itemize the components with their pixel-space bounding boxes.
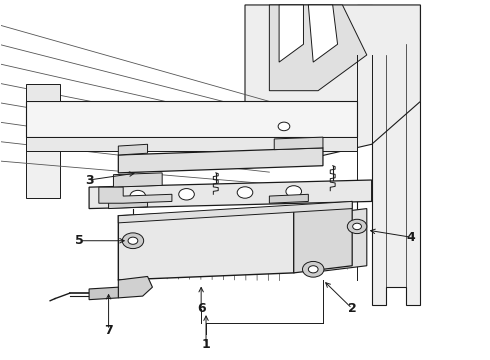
Circle shape xyxy=(179,189,195,200)
Circle shape xyxy=(286,186,301,197)
Polygon shape xyxy=(308,5,338,62)
Polygon shape xyxy=(196,5,420,162)
Polygon shape xyxy=(308,208,367,273)
Polygon shape xyxy=(26,102,60,198)
Polygon shape xyxy=(274,137,323,150)
Circle shape xyxy=(237,187,253,198)
Polygon shape xyxy=(294,202,352,273)
Circle shape xyxy=(122,233,144,249)
Circle shape xyxy=(308,266,318,273)
Polygon shape xyxy=(118,144,147,155)
Circle shape xyxy=(353,223,362,230)
Polygon shape xyxy=(118,202,352,223)
Circle shape xyxy=(130,190,146,202)
Polygon shape xyxy=(270,5,367,91)
Polygon shape xyxy=(279,5,303,62)
Circle shape xyxy=(278,122,290,131)
Polygon shape xyxy=(89,180,372,208)
Polygon shape xyxy=(118,276,152,298)
Polygon shape xyxy=(270,194,308,203)
Circle shape xyxy=(347,219,367,234)
Text: 4: 4 xyxy=(406,231,415,244)
Text: 6: 6 xyxy=(197,302,205,315)
Polygon shape xyxy=(114,173,162,187)
Text: 5: 5 xyxy=(75,234,84,247)
Polygon shape xyxy=(89,287,118,300)
Text: 1: 1 xyxy=(202,338,210,351)
Polygon shape xyxy=(99,187,172,203)
Polygon shape xyxy=(118,208,294,280)
Circle shape xyxy=(302,261,324,277)
Polygon shape xyxy=(109,198,147,208)
Text: 3: 3 xyxy=(85,174,94,186)
Text: 7: 7 xyxy=(104,324,113,337)
Polygon shape xyxy=(26,137,357,152)
Polygon shape xyxy=(26,102,357,137)
Polygon shape xyxy=(357,5,420,305)
Polygon shape xyxy=(118,148,323,173)
Polygon shape xyxy=(26,84,60,102)
Text: 2: 2 xyxy=(348,302,357,315)
Circle shape xyxy=(128,237,138,244)
